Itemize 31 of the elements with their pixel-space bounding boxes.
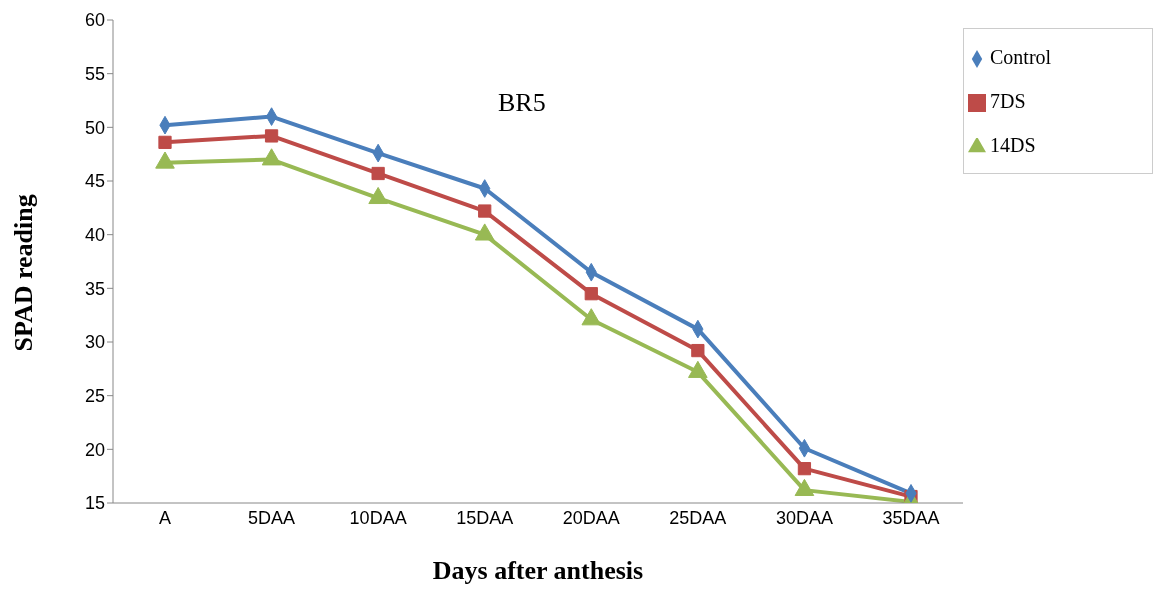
y-tick-label: 15 [84, 493, 105, 514]
y-tick-label: 45 [84, 171, 105, 192]
point [691, 343, 705, 358]
y-tick-label: 55 [84, 64, 105, 85]
y-tick-label: 35 [84, 278, 105, 299]
x-tick-label: 20DAA [562, 507, 620, 528]
point [264, 129, 279, 143]
text: BR5 [498, 88, 546, 118]
x-tick-label: 15DAA [456, 507, 514, 528]
y-tick-label: 25 [84, 386, 105, 407]
legend-label: 14DS [990, 134, 1036, 156]
x-axis-title: Days after anthesis [432, 556, 644, 586]
y-tick-label: 20 [84, 439, 105, 460]
y-tick-label: 50 [84, 117, 105, 138]
legend-label: Control [990, 46, 1052, 68]
y-tick-label: 30 [84, 332, 105, 353]
x-tick-label: 5DAA [248, 507, 296, 528]
point [478, 204, 492, 218]
x-tick-label: 10DAA [349, 507, 407, 528]
point [158, 135, 172, 149]
point [584, 287, 598, 301]
x-tick-label: 35DAA [882, 507, 940, 528]
y-axis-title: SPAD reading [9, 194, 39, 352]
x-tick-label: 30DAA [775, 507, 833, 528]
point [371, 166, 385, 181]
y-tick-label: 60 [84, 10, 105, 31]
point [797, 462, 812, 476]
legend-label: 7DS [990, 90, 1026, 112]
x-tick-label: 25DAA [669, 507, 727, 528]
x-tick-label: A [158, 507, 172, 528]
y-tick-label: 40 [84, 225, 105, 246]
